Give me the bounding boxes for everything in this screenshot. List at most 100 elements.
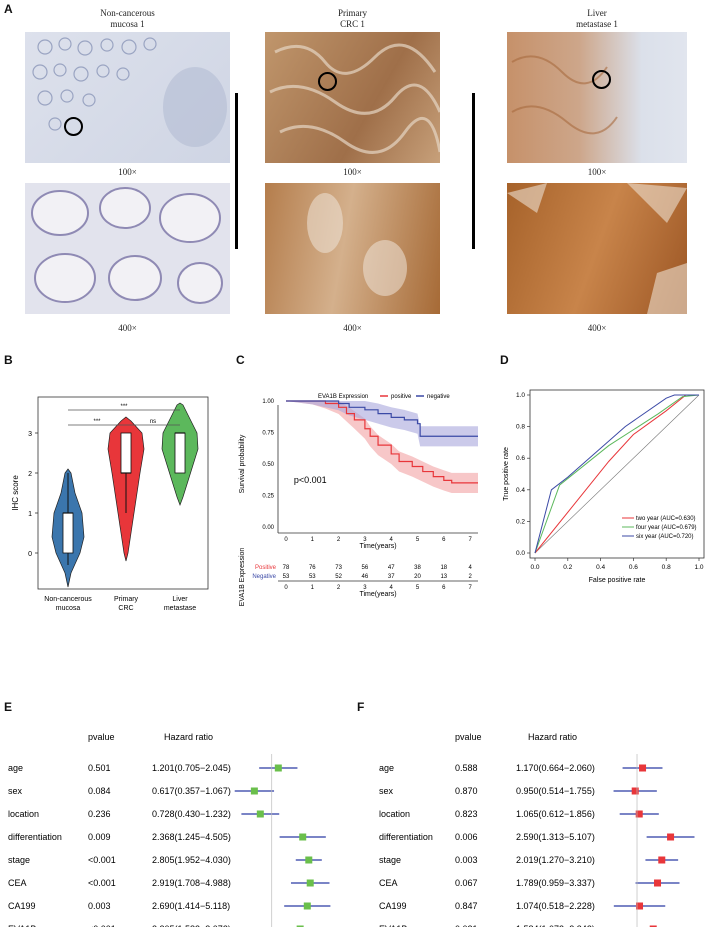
variable-label: stage: [379, 855, 401, 865]
variable-label: location: [8, 809, 39, 819]
y-tick-label: 0.00: [262, 525, 274, 531]
panel-a-col3-mag-high: 400×: [587, 323, 607, 333]
hr-marker: [299, 833, 307, 841]
p-value: 0.847: [455, 901, 478, 911]
risk-cell: 78: [283, 565, 290, 571]
risk-x-tick-label: 5: [416, 585, 420, 591]
p-value: 0.588: [455, 763, 478, 773]
hr-marker: [256, 810, 264, 818]
risk-cell: 37: [388, 574, 395, 580]
risk-cell: 20: [414, 574, 421, 580]
mucosa-400x-texture: [31, 187, 223, 304]
variable-label: differentiation: [8, 832, 62, 842]
x-tick-label: 0.6: [629, 564, 638, 571]
hr-marker: [654, 879, 662, 887]
p-value-label: p<0.001: [294, 475, 327, 485]
y-tick-label: 1.0: [516, 392, 525, 399]
panel-e-forest-plot: pvalue Hazard ratio age 0.501 1.201(0.705−2.…: [8, 732, 331, 927]
hr-marker: [636, 902, 644, 910]
x-tick-label: 2: [337, 537, 341, 543]
variable-label: CEA: [379, 878, 398, 888]
box-3: [174, 432, 186, 474]
x-category-label: Non-cancerous: [44, 596, 92, 603]
x-category-label: CRC: [118, 605, 133, 612]
column-header-pvalue: pvalue: [455, 732, 482, 742]
variable-label: EVA1B: [8, 924, 36, 927]
hazard-ratio-text: 0.617(0.357−1.067): [152, 786, 231, 796]
risk-cell: 53: [283, 574, 290, 580]
hazard-ratio-text: 2.805(1.952−4.030): [152, 855, 231, 865]
x-tick-label: 1.0: [694, 564, 703, 571]
column-header-hazard-ratio: Hazard ratio: [164, 732, 213, 742]
panel-c-letter: C: [236, 353, 245, 367]
variable-label: CA199: [8, 901, 36, 911]
hr-marker: [303, 902, 311, 910]
y-tick-label: 0: [28, 551, 32, 558]
confidence-band-negative: [286, 401, 478, 447]
x-tick-label: 0.0: [530, 564, 539, 571]
plot-frame: [37, 396, 209, 590]
confidence-band-positive: [286, 401, 478, 493]
panel-a-col2-title: Primary CRC 1: [338, 8, 367, 29]
y-tick-label: 0.0: [516, 550, 525, 557]
y-tick-label: 2: [28, 471, 32, 478]
risk-x-tick-label: 6: [442, 585, 446, 591]
x-tick-label: 5: [416, 537, 420, 543]
p-value: 0.084: [88, 786, 111, 796]
risk-row-label: Negative: [252, 574, 276, 580]
risk-cell: 47: [388, 565, 395, 571]
x-tick-label: 0.2: [563, 564, 572, 571]
y-tick-label: 0.50: [262, 462, 274, 468]
variable-label: CEA: [8, 878, 27, 888]
hr-marker: [667, 833, 675, 841]
significance-label-2: ***: [93, 419, 101, 425]
panel-a-col1-title: Non-cancerous mucosa 1: [100, 8, 155, 29]
roc-curve-2: [534, 394, 700, 554]
y-tick-label: 3: [28, 431, 32, 438]
liver-100x-image: [507, 32, 687, 163]
x-tick-label: 0.4: [596, 564, 605, 571]
p-value: 0.021: [455, 924, 478, 927]
y-tick-label: 0.25: [262, 494, 274, 500]
p-value: 0.009: [88, 832, 111, 842]
panel-a-letter: A: [4, 2, 13, 16]
mucosa-region-circle: [64, 117, 83, 136]
x-category-label: metastase: [164, 605, 196, 612]
hazard-ratio-text: 2.019(1.270−3.210): [516, 855, 595, 865]
legend-label-2: four year (AUC=0.679): [636, 525, 697, 531]
p-value: 0.006: [455, 832, 478, 842]
liver-400x-texture: [507, 183, 687, 314]
y-axis-label: True positive rate: [503, 447, 510, 501]
x-tick-label: 7: [468, 537, 472, 543]
x-tick-label: 0: [284, 537, 288, 543]
y-tick-label: 1: [28, 511, 32, 518]
liver-400x-image: [507, 183, 687, 314]
significance-label-3: ns: [150, 419, 156, 425]
x-tick-label: 1: [311, 537, 315, 543]
y-tick-label: 0.4: [516, 487, 525, 494]
variable-label: sex: [8, 786, 23, 796]
column-header-hazard-ratio: Hazard ratio: [528, 732, 577, 742]
hazard-ratio-text: 1.170(0.664−2.060): [516, 763, 595, 773]
panel-a-col3-title: Liver metastase 1: [576, 8, 618, 29]
p-value: <0.001: [88, 924, 116, 927]
panel-d-letter: D: [500, 353, 509, 367]
y-axis-label: Survival probability: [239, 434, 246, 493]
p-value: 0.003: [88, 901, 111, 911]
box-2: [120, 432, 132, 474]
risk-cell: 46: [362, 574, 369, 580]
hazard-ratio-text: 1.789(0.959−3.337): [516, 878, 595, 888]
survival-curve-negative: [286, 400, 478, 437]
divider-bar-2: [472, 93, 475, 249]
risk-x-tick-label: 7: [468, 585, 472, 591]
x-axis-label: False positive rate: [589, 577, 646, 584]
mucosa-400x-image: [25, 183, 230, 314]
x-category-label: Liver: [172, 596, 188, 603]
variable-label: differentiation: [379, 832, 433, 842]
crc-400x-texture: [307, 193, 407, 296]
risk-cell: 13: [440, 574, 447, 580]
risk-cell: 4: [468, 565, 472, 571]
variable-label: CA199: [379, 901, 407, 911]
risk-cell: 18: [440, 565, 447, 571]
survival-curve-positive: [286, 400, 478, 484]
